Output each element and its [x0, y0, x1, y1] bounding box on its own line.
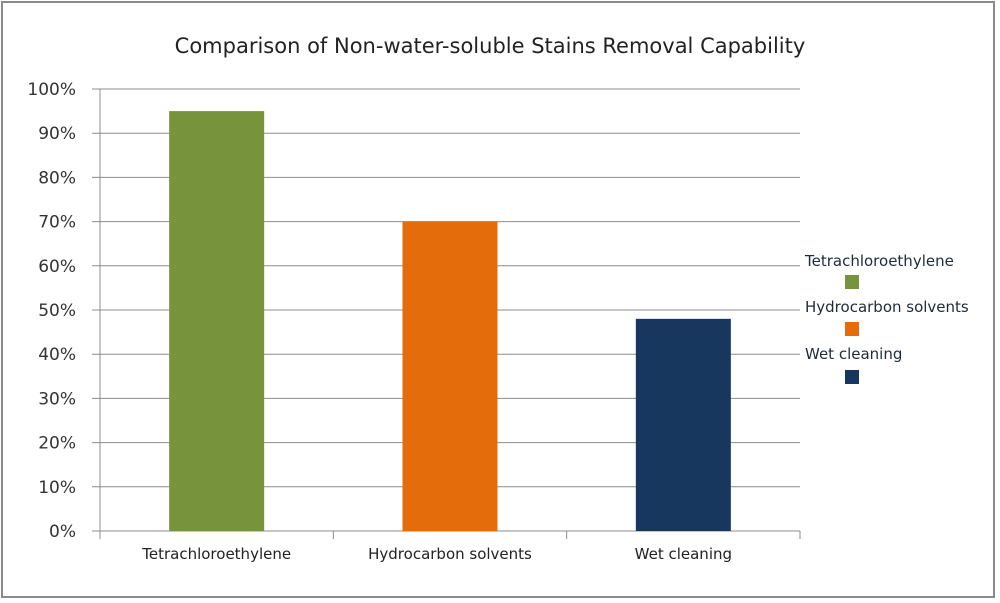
- bar-0: [169, 111, 265, 531]
- legend-label-0: Tetrachloroethylene: [805, 252, 954, 270]
- chart-title: Comparison of Non-water-soluble Stains R…: [174, 34, 806, 58]
- x-category-label: Hydrocarbon solvents: [368, 545, 532, 563]
- y-tick-label: 10%: [38, 478, 76, 498]
- bar-2: [635, 318, 731, 531]
- legend-swatch-1: [845, 322, 859, 336]
- y-tick-label: 60%: [38, 257, 76, 277]
- y-tick-label: 0%: [49, 522, 76, 542]
- x-category-label: Wet cleaning: [635, 545, 732, 563]
- y-tick-label: 40%: [38, 345, 76, 365]
- y-tick-label: 100%: [27, 80, 76, 100]
- y-tick-label: 20%: [38, 434, 76, 454]
- bar-1: [402, 221, 498, 531]
- legend-swatch-0: [845, 275, 859, 289]
- y-tick-label: 90%: [38, 124, 76, 144]
- y-tick-label: 80%: [38, 168, 76, 188]
- legend-label-2: Wet cleaning: [805, 345, 903, 363]
- y-tick-label: 50%: [38, 301, 76, 321]
- legend-swatch-2: [845, 370, 859, 384]
- legend-label-1: Hydrocarbon solvents: [805, 298, 969, 316]
- y-tick-label: 30%: [38, 389, 76, 409]
- y-tick-label: 70%: [38, 213, 76, 233]
- x-category-label: Tetrachloroethylene: [141, 545, 291, 563]
